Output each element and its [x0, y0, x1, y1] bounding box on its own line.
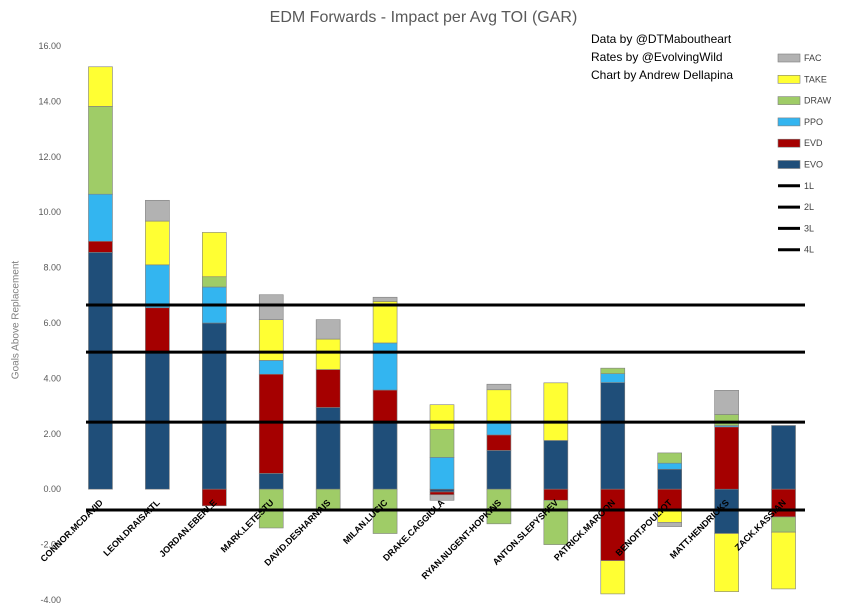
- bar-segment-take: [543, 382, 569, 441]
- chart-title: EDM Forwards - Impact per Avg TOI (GAR): [269, 9, 578, 26]
- y-axis-label: Goals Above Replacement: [10, 260, 22, 380]
- bar-segment-ppo: [372, 342, 398, 391]
- legend-label: PPO: [804, 117, 823, 127]
- y-tick-label: 12.00: [38, 152, 61, 162]
- bar-segment-fac: [258, 294, 284, 320]
- legend-label: EVO: [804, 160, 823, 170]
- y-tick-label: -4.00: [40, 595, 61, 605]
- bar-segment-evo: [372, 421, 398, 490]
- bar-segment-take: [771, 531, 796, 590]
- bar-segment-evd: [543, 488, 569, 501]
- bar-segment-take: [600, 560, 626, 595]
- y-tick-label: 16.00: [38, 41, 61, 51]
- bar-segment-take: [145, 220, 170, 266]
- bar-segment-evd: [714, 426, 739, 490]
- bar-segment-evd: [202, 488, 227, 507]
- bar-segment-ppo: [429, 457, 455, 490]
- legend-label: TAKE: [804, 74, 827, 84]
- bar-segment-ppo: [486, 422, 512, 436]
- bar-segment-ppo: [657, 462, 682, 470]
- bar-segment-evd: [372, 389, 398, 423]
- bar-segment-fac: [657, 522, 682, 527]
- bar-segment-take: [258, 319, 284, 361]
- bar-segment-draw: [88, 106, 113, 195]
- bar-segment-evd: [486, 434, 512, 451]
- credit-chart: Chart by Andrew Dellapina: [591, 68, 734, 82]
- y-tick-label: 10.00: [38, 207, 61, 217]
- legend-label: DRAW: [804, 96, 832, 106]
- y-tick-label: 2.00: [43, 429, 61, 439]
- bar-segment-ppo: [88, 193, 113, 242]
- credit-rates: Rates by @EvolvingWild: [591, 50, 723, 64]
- bar-segment-evo: [258, 473, 284, 490]
- legend-label: 1L: [804, 181, 814, 191]
- credits-annotation: Data by @DTMaboutheart Rates by @Evolvin…: [591, 30, 733, 84]
- legend-swatch-fac: [777, 53, 801, 63]
- legend-swatch-ppo: [777, 117, 801, 127]
- bar-segment-draw: [600, 367, 626, 374]
- bar-segment-evo: [145, 351, 170, 490]
- legend-swatch-draw: [777, 96, 801, 105]
- legend-label: 4L: [804, 245, 814, 255]
- x-category-label: LEON.DRAISAITL: [101, 497, 162, 558]
- legend-swatch-take: [777, 75, 801, 84]
- bar-segment-fac: [372, 296, 398, 302]
- bar-segment-take: [429, 404, 455, 430]
- bar-segment-fac: [315, 319, 341, 340]
- legend-label: FAC: [804, 53, 822, 63]
- y-tick-label: 14.00: [38, 96, 61, 106]
- bar-segment-evo: [657, 468, 682, 490]
- bar-segment-evo: [543, 440, 569, 490]
- y-tick-label: 6.00: [43, 318, 61, 328]
- bar-segment-evd: [88, 240, 113, 253]
- legend-label: 3L: [804, 223, 814, 233]
- y-tick-label: -2.00: [40, 540, 61, 550]
- bar-segment-take: [486, 389, 512, 424]
- bar-segment-evd: [145, 307, 170, 353]
- bar-segment-take: [714, 533, 739, 592]
- y-tick-label: 4.00: [43, 373, 61, 383]
- bar-segment-take: [315, 338, 341, 370]
- bar-segment-take: [88, 66, 113, 107]
- bar-segment-ppo: [145, 264, 170, 309]
- bar-segment-fac: [429, 494, 455, 501]
- bar-segment-evo: [771, 425, 796, 490]
- x-category-label: CONNOR.MCDAVID: [39, 497, 106, 564]
- bar-segment-evo: [429, 488, 455, 493]
- bar-segment-evo: [600, 382, 626, 490]
- legend-label: 2L: [804, 202, 814, 212]
- y-tick-label: 0.00: [43, 484, 61, 494]
- bar-segment-take: [372, 301, 398, 344]
- bar-segment-draw: [714, 414, 739, 426]
- bar-segment-draw: [202, 276, 227, 288]
- bar-segment-ppo: [600, 373, 626, 383]
- bar-segment-draw: [543, 499, 569, 545]
- bar-segment-evo: [88, 252, 113, 490]
- bar-segment-evo: [486, 450, 512, 490]
- bar-segment-evd: [258, 373, 284, 474]
- legend-swatch-evd: [777, 138, 801, 148]
- x-category-label: JORDAN.EBERLE: [157, 498, 219, 560]
- bar-segment-draw: [771, 516, 796, 533]
- bar-segment-evd: [771, 488, 796, 518]
- bar-segment-draw: [486, 488, 512, 525]
- bar-segment-evd: [429, 491, 455, 496]
- legend-label: EVD: [804, 138, 823, 148]
- bar-segment-fac: [145, 199, 170, 222]
- bar-segment-fac: [486, 383, 512, 391]
- bar-segment-evd: [600, 488, 626, 561]
- bar-segment-ppo: [258, 360, 284, 375]
- bar-segment-evo: [315, 407, 341, 490]
- bar-segment-evd: [315, 369, 341, 408]
- bar-segment-take: [202, 232, 227, 278]
- bar-segment-draw: [429, 429, 455, 458]
- legend-swatch-evo: [777, 160, 801, 169]
- bar-segment-draw: [657, 452, 682, 464]
- y-tick-label: 8.00: [43, 263, 61, 273]
- bar-segment-fac: [714, 390, 739, 415]
- credit-data: Data by @DTMaboutheart: [591, 32, 732, 46]
- bar-segment-evo: [202, 322, 227, 490]
